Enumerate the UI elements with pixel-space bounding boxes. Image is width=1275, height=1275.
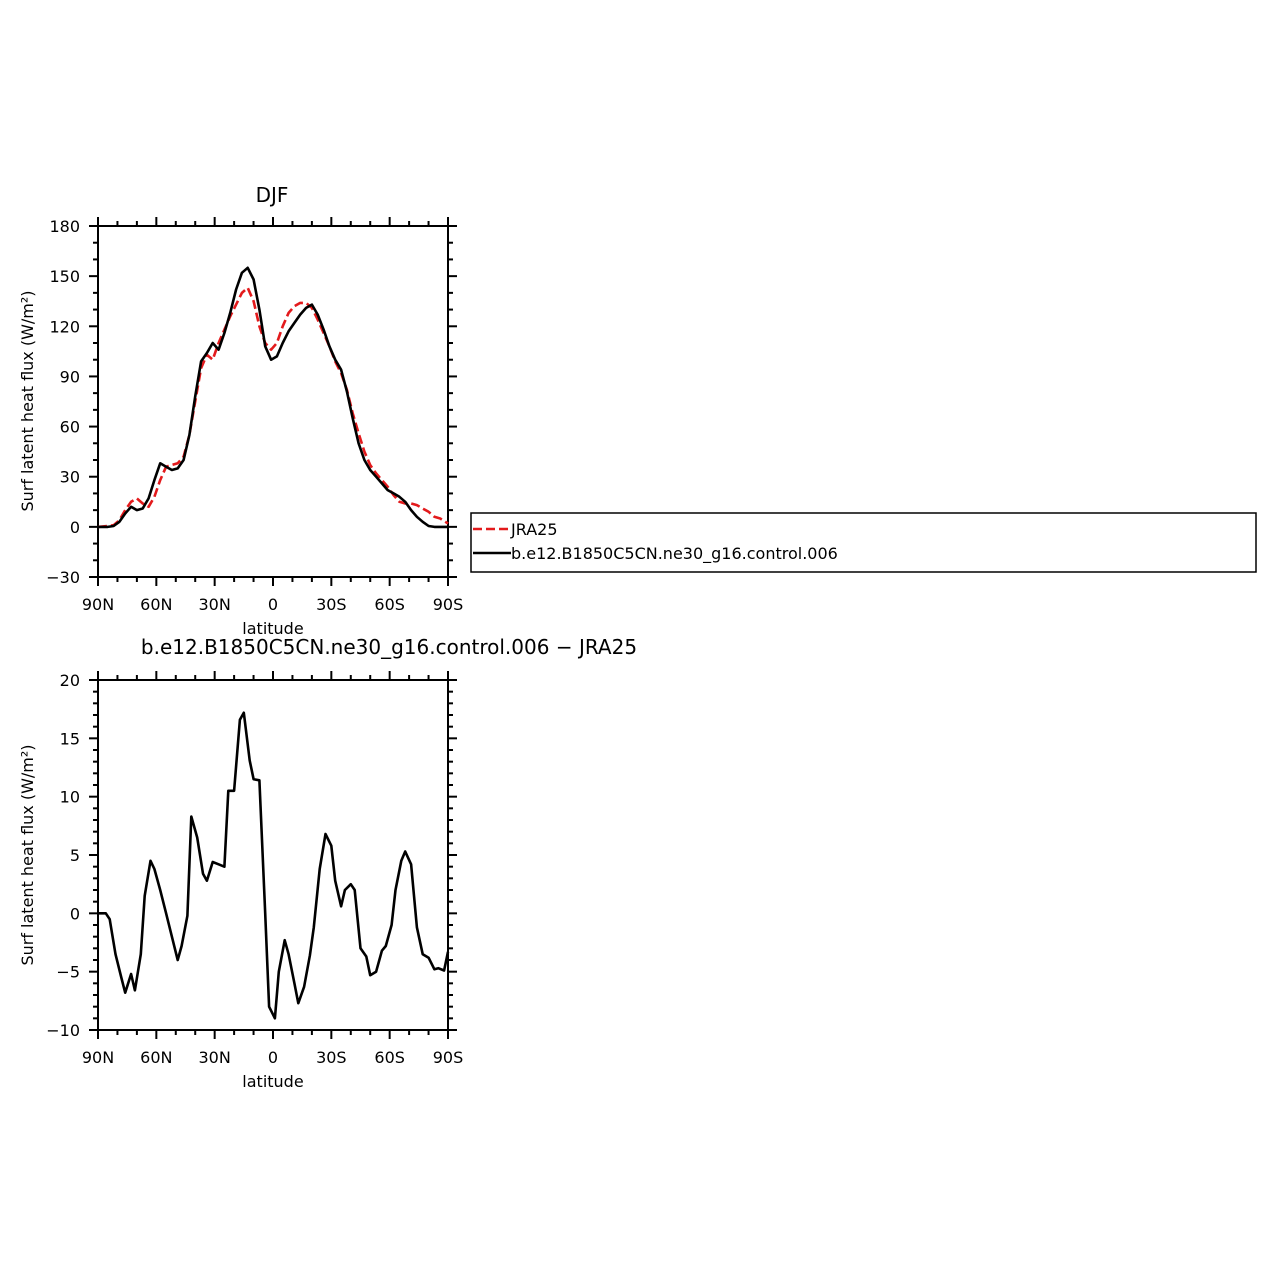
y-tick-label: −5 bbox=[56, 963, 80, 982]
y-tick-label: 0 bbox=[70, 518, 80, 537]
y-tick-label: 20 bbox=[60, 671, 80, 690]
y-tick-label: 30 bbox=[60, 468, 80, 487]
legend-box: JRA25 b.e12.B1850C5CN.ne30_g16.control.0… bbox=[470, 512, 1257, 573]
top-y-axis-label: Surf latent heat flux (W/m²) bbox=[18, 290, 37, 511]
x-tick-label: 90S bbox=[433, 1048, 464, 1067]
top-tick-labels: 90N 60N 30N 0 30S 60S 90S −30 0 30 60 90 120 150 180 bbox=[46, 217, 463, 614]
y-tick-label: −30 bbox=[46, 568, 80, 587]
bottom-chart-panel: b.e12.B1850C5CN.ne30_g16.control.006 − J… bbox=[18, 635, 637, 1091]
top-chart-title: DJF bbox=[256, 183, 289, 207]
y-tick-label: 0 bbox=[70, 904, 80, 923]
y-tick-label: 120 bbox=[49, 317, 80, 336]
top-plot-frame bbox=[97, 225, 449, 578]
x-tick-label: 60N bbox=[140, 1048, 172, 1067]
x-tick-label: 90S bbox=[433, 595, 464, 614]
bottom-chart-title-clip: b.e12.B1850C5CN.ne30_g16.control.006 − J… bbox=[141, 635, 637, 659]
bottom-chart-title: b.e12.B1850C5CN.ne30_g16.control.006 − J… bbox=[141, 635, 637, 659]
bottom-axis-ticks bbox=[89, 671, 457, 1039]
y-tick-label: 180 bbox=[49, 217, 80, 236]
x-tick-label: 0 bbox=[268, 1048, 278, 1067]
x-tick-label: 60S bbox=[374, 595, 405, 614]
x-tick-label: 90N bbox=[82, 595, 114, 614]
y-tick-label: 90 bbox=[60, 367, 80, 386]
x-tick-label: 30N bbox=[199, 1048, 231, 1067]
legend-label-model: b.e12.B1850C5CN.ne30_g16.control.006 bbox=[511, 544, 838, 564]
x-tick-label: 0 bbox=[268, 595, 278, 614]
bottom-series-lines bbox=[98, 711, 450, 1020]
y-tick-label: −10 bbox=[46, 1021, 80, 1040]
top-series-lines bbox=[97, 266, 449, 529]
legend-frame bbox=[470, 512, 1257, 573]
x-tick-label: 90N bbox=[82, 1048, 114, 1067]
y-tick-label: 150 bbox=[49, 267, 80, 286]
legend-label-jra25: JRA25 bbox=[510, 520, 558, 539]
series-line-b-e12-b1850c5cn-ne30-g16-control-006 bbox=[98, 266, 448, 529]
bottom-tick-labels: 90N 60N 30N 0 30S 60S 90S −10 −5 0 5 10 15 20 bbox=[46, 671, 463, 1067]
y-tick-label: 10 bbox=[60, 788, 80, 807]
top-chart-panel: DJF 90N 60N 30N 0 30S 60S 90S −30 0 30 60 90 120 150 1… bbox=[18, 183, 463, 638]
top-axis-ticks bbox=[89, 217, 457, 586]
x-tick-label: 30S bbox=[316, 1048, 347, 1067]
y-tick-label: 60 bbox=[60, 418, 80, 437]
x-tick-label: 60N bbox=[140, 595, 172, 614]
bottom-y-axis-label: Surf latent heat flux (W/m²) bbox=[18, 744, 37, 965]
bottom-plot-frame bbox=[97, 679, 449, 1031]
y-tick-label: 5 bbox=[70, 846, 80, 865]
series-line-difference bbox=[98, 711, 450, 1020]
x-tick-label: 30S bbox=[316, 595, 347, 614]
series-line-jra25 bbox=[97, 286, 449, 529]
top-x-axis-label: latitude bbox=[242, 619, 303, 638]
y-tick-label: 15 bbox=[60, 729, 80, 748]
bottom-x-axis-label: latitude bbox=[242, 1072, 303, 1091]
x-tick-label: 60S bbox=[374, 1048, 405, 1067]
x-tick-label: 30N bbox=[199, 595, 231, 614]
